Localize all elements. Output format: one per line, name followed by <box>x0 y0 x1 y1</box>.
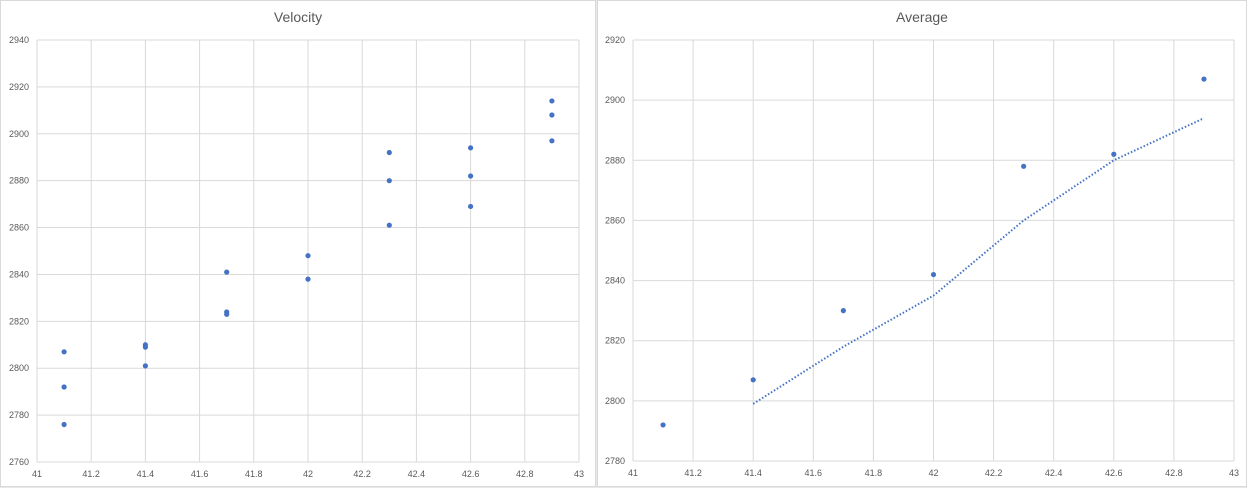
y-tick-label: 2900 <box>9 129 29 139</box>
x-tick-label: 42.2 <box>353 469 371 479</box>
y-tick-label: 2840 <box>605 276 625 286</box>
y-tick-label: 2860 <box>9 223 29 233</box>
x-tick-label: 42.2 <box>985 468 1003 478</box>
data-point <box>1201 76 1207 82</box>
average-chart-panel[interactable]: Average 41 41.2 41.4 41.6 41.8 42 42.2 42.4 42.6… <box>597 0 1247 487</box>
data-point <box>840 308 846 314</box>
data-point <box>386 178 392 184</box>
data-point <box>1111 151 1117 157</box>
x-tick-label: 41.6 <box>191 469 209 479</box>
data-point <box>750 377 756 383</box>
data-point <box>142 344 148 350</box>
data-point <box>142 363 148 369</box>
data-point <box>61 421 67 428</box>
velocity-chart-panel[interactable]: Velocity 41 41.2 41.4 41.6 41.8 42 42.2 42.4 42.… <box>0 0 596 487</box>
y-tick-label: 2880 <box>605 155 625 165</box>
y-tick-label: 2880 <box>9 176 29 186</box>
data-point <box>386 222 392 228</box>
data-point <box>61 384 67 390</box>
data-point <box>1021 163 1027 169</box>
x-tick-label: 41.2 <box>684 468 702 478</box>
x-tick-label: 41.6 <box>805 468 823 478</box>
trendline <box>752 117 1205 405</box>
data-point <box>549 98 555 104</box>
y-tick-label: 2760 <box>9 457 29 467</box>
y-tick-label: 2800 <box>605 396 625 406</box>
chart-title: Average <box>896 9 948 25</box>
x-tick-label: 42 <box>928 468 938 478</box>
data-point <box>468 203 474 210</box>
y-tick-label: 2820 <box>9 316 29 326</box>
y-tick-label: 2780 <box>605 456 625 466</box>
data-point <box>468 173 474 179</box>
x-tick-label: 41.8 <box>245 469 263 479</box>
data-point <box>224 269 230 275</box>
data-point <box>660 422 666 428</box>
x-tick-label: 43 <box>1229 468 1239 478</box>
y-tick-label: 2840 <box>9 269 29 279</box>
data-point <box>305 253 311 259</box>
y-tick-label: 2860 <box>605 215 625 225</box>
data-point <box>224 311 230 317</box>
y-tick-label: 2940 <box>9 35 29 45</box>
x-tick-label: 41.4 <box>137 469 155 479</box>
x-tick-label: 42.8 <box>1165 468 1183 478</box>
x-tick-label: 41 <box>628 468 638 478</box>
y-tick-label: 2920 <box>605 35 625 45</box>
x-tick-label: 42.6 <box>1105 468 1123 478</box>
x-tick-label: 41.8 <box>865 468 883 478</box>
chart-title: Velocity <box>273 9 323 25</box>
data-point <box>549 138 555 144</box>
x-tick-label: 41 <box>32 469 42 479</box>
data-point <box>930 271 937 278</box>
average-chart-plot: 41 41.2 41.4 41.6 41.8 42 42.2 42.4 42.6 42.8 43 27… <box>605 35 1239 478</box>
x-tick-label: 42.4 <box>1045 468 1063 478</box>
y-tick-label: 2780 <box>9 410 29 420</box>
data-point <box>468 145 474 151</box>
data-point <box>61 349 67 355</box>
y-tick-label: 2800 <box>9 363 29 373</box>
velocity-chart-plot: 41 41.2 41.4 41.6 41.8 42 42.2 42.4 42.6 42.8 43 27… <box>9 35 584 479</box>
data-point <box>549 112 555 118</box>
x-tick-label: 42.8 <box>516 469 534 479</box>
x-tick-label: 42.6 <box>462 469 480 479</box>
x-tick-label: 41.4 <box>744 468 762 478</box>
x-tick-label: 42 <box>303 469 313 479</box>
y-tick-label: 2900 <box>605 95 625 105</box>
data-point <box>305 276 311 282</box>
y-tick-label: 2820 <box>605 336 625 346</box>
x-tick-label: 41.2 <box>82 469 100 479</box>
data-point <box>386 149 392 156</box>
y-tick-label: 2920 <box>9 82 29 92</box>
x-tick-label: 43 <box>574 469 584 479</box>
x-tick-label: 42.4 <box>408 469 426 479</box>
